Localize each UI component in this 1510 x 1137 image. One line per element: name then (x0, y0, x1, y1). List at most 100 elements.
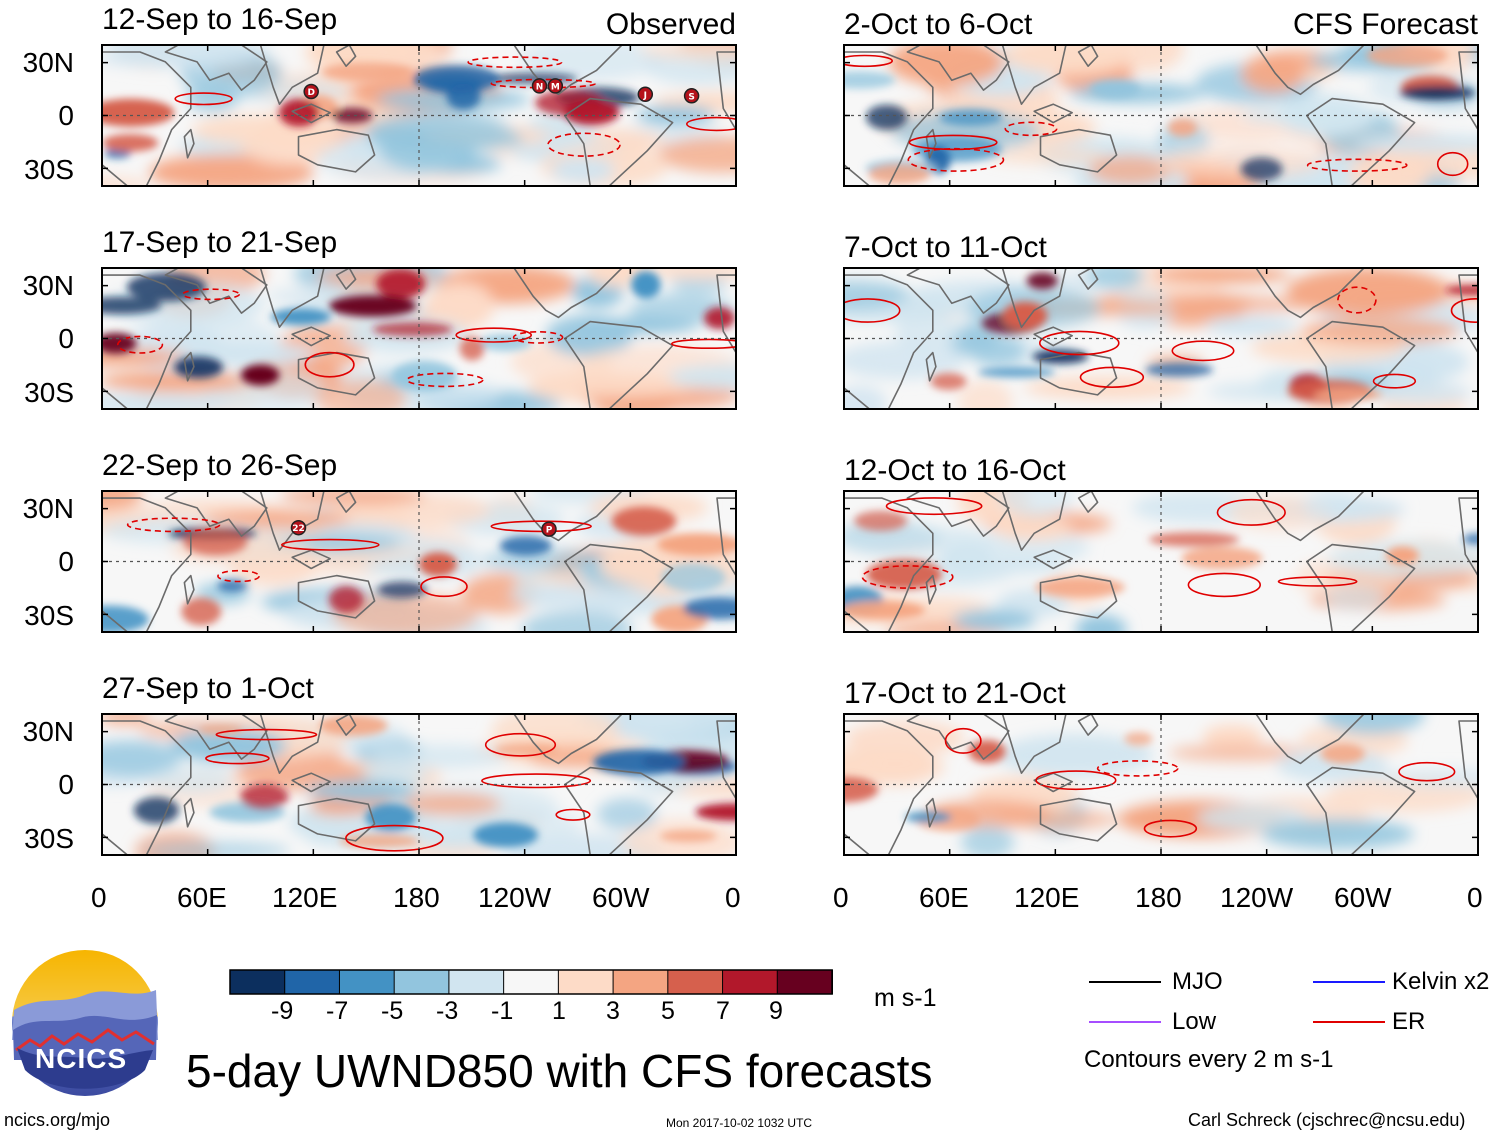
anomaly-core (704, 307, 735, 330)
colorbar-swatch (284, 969, 341, 995)
anomaly-core (1181, 546, 1263, 570)
er-contour (490, 520, 592, 533)
er-contour (280, 538, 380, 551)
colorbar-label-7: 7 (716, 997, 730, 1025)
coastline (925, 351, 937, 382)
coastline (291, 103, 331, 124)
anomaly-core (866, 559, 942, 590)
coastline (906, 45, 1010, 91)
colorbar-label-3: 3 (606, 997, 620, 1025)
observed-panel-2 (101, 267, 737, 410)
anomaly-blob (996, 733, 1154, 777)
coastline (716, 497, 736, 577)
coastline (564, 97, 674, 186)
coastline (1458, 274, 1478, 354)
anomaly-core (377, 581, 427, 598)
anomaly-blob (1168, 743, 1316, 762)
lat-tick-0-p4: 0 (58, 769, 74, 800)
er-contour (345, 824, 444, 852)
anomaly-core (339, 834, 419, 848)
lon-tick-120e-right: 120E (1014, 882, 1080, 913)
anomaly-blob (596, 797, 658, 831)
coastline (513, 268, 623, 319)
coastline (1033, 326, 1073, 347)
anomaly-core (930, 373, 967, 390)
anomaly-core (217, 579, 248, 592)
storm-label: 22 (292, 524, 305, 534)
anomaly-blob (1325, 584, 1387, 611)
er-contour (205, 752, 270, 765)
coastline (335, 491, 357, 513)
coastline (1255, 714, 1365, 765)
anomaly-core (102, 98, 175, 127)
lon-tick-60w-right: 60W (1334, 882, 1392, 913)
colorbar-swatch (448, 969, 505, 995)
coastline (259, 491, 325, 551)
panel-field (102, 268, 736, 409)
storm-marker (683, 88, 700, 104)
anomaly-blob (519, 45, 662, 81)
anomaly-blob (1353, 134, 1478, 153)
coastline (1033, 549, 1073, 570)
er-contour (671, 338, 736, 349)
er-contour-dashed (117, 335, 164, 354)
colorbar-swatch (229, 969, 286, 995)
er-contour (420, 576, 468, 598)
panel-ticks (101, 268, 737, 409)
anomaly-core (1145, 362, 1214, 377)
colorbar-swatch (393, 969, 450, 995)
anomaly-blob (1320, 714, 1425, 735)
anomaly-core (593, 749, 686, 776)
anomaly-blob (102, 714, 151, 726)
coastline (844, 51, 934, 186)
panel-ticks (843, 268, 1479, 409)
forecast-panel-2 (843, 267, 1479, 410)
panel-title-fcst-3: 12-Oct to 16-Oct (844, 454, 1066, 487)
lat-tick-0-p1: 0 (58, 100, 74, 131)
colorbar-swatch (557, 969, 615, 995)
coastline (1039, 574, 1118, 619)
panel-title-obs-2: 17-Sep to 21-Sep (102, 226, 338, 259)
coastline (183, 574, 195, 605)
colorbar-label-5: 5 (661, 997, 675, 1025)
coastline (291, 772, 331, 793)
anomaly-core (328, 295, 417, 317)
anomaly-core (1148, 532, 1240, 547)
anomaly-core (473, 822, 539, 848)
coastline (1077, 714, 1099, 736)
coastline (564, 543, 674, 632)
lat-tick-30n-p3: 30N (22, 493, 74, 524)
coastlines (102, 491, 736, 632)
er-contour (1450, 298, 1478, 323)
anomaly-core (657, 533, 736, 556)
lon-tick-60e-right: 60E (919, 882, 969, 913)
anomaly-blob (1372, 381, 1472, 404)
coastline (259, 268, 325, 328)
colorbar-swatch (338, 969, 396, 995)
storm-label: M (551, 82, 560, 92)
er-contour-dashed (861, 565, 954, 589)
coastline (1255, 45, 1365, 96)
er-contour (555, 808, 591, 821)
er-contour (908, 134, 998, 151)
er-contour-dashed (1337, 286, 1377, 314)
er-contour (844, 54, 893, 68)
anomaly-layer-strong (844, 510, 1478, 620)
er-contour (174, 92, 233, 106)
anomaly-blob (1085, 268, 1144, 290)
coastline (1306, 543, 1416, 632)
footer-url[interactable]: ncics.org/mjo (4, 1110, 111, 1130)
panel-ticks (101, 714, 737, 855)
lat-tick-30n-p4: 30N (22, 716, 74, 747)
colorbar-label-9: 9 (769, 997, 783, 1025)
anomaly-core (611, 506, 677, 536)
er-contours (844, 286, 1478, 389)
anomaly-blob (656, 136, 736, 173)
coastline (335, 45, 357, 67)
anomaly-blob (636, 268, 736, 280)
anomaly-core (365, 803, 416, 832)
anomaly-blob (984, 532, 1090, 564)
lon-tick-180-left: 180 (393, 882, 440, 913)
lon-tick-120w-right: 120W (1220, 882, 1294, 913)
